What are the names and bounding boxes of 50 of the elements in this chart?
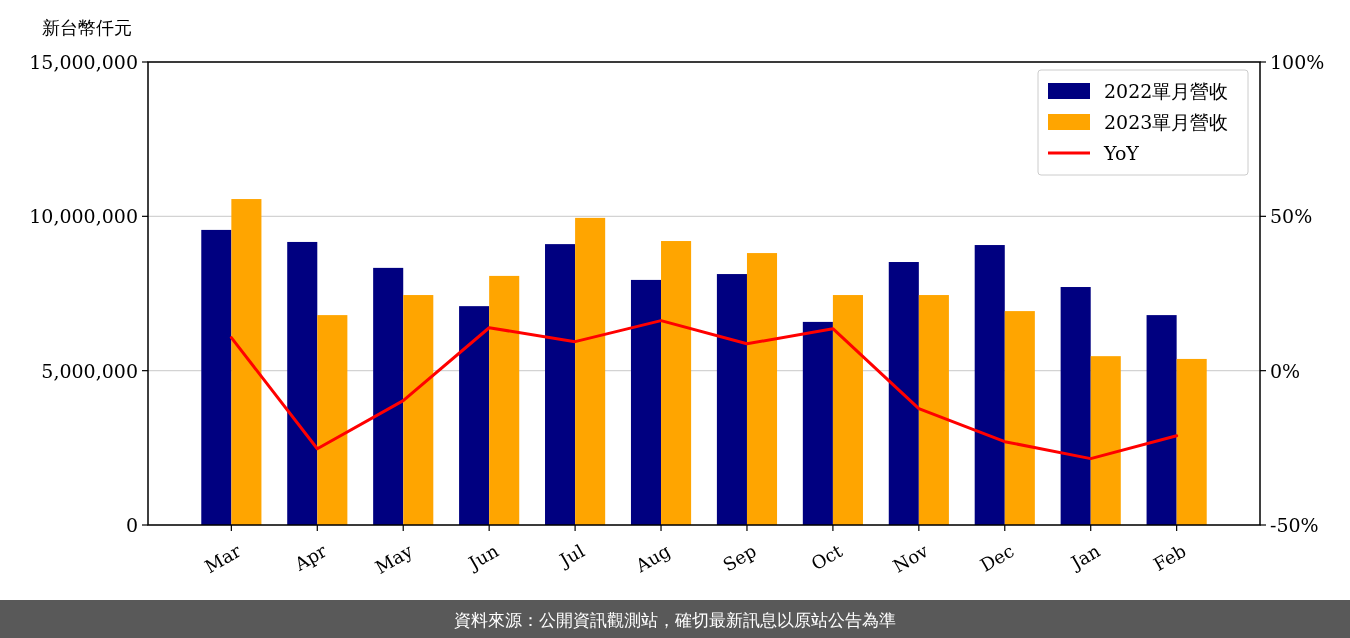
legend-label: 2023單月營收 (1104, 111, 1229, 133)
bar (489, 275, 520, 525)
bar (1176, 358, 1207, 525)
y2-tick-label: 100% (1270, 51, 1325, 73)
y-tick-label: 0 (125, 514, 138, 536)
bar (661, 241, 692, 525)
x-tick-label: Nov (889, 539, 933, 577)
y2-tick-label: 0% (1270, 359, 1301, 382)
x-tick-label: Oct (807, 539, 847, 575)
x-tick-label: Apr (290, 539, 331, 576)
bar (231, 199, 262, 525)
bar (459, 306, 490, 525)
x-tick-label: Mar (200, 539, 245, 578)
bar (918, 295, 949, 525)
x-tick-label: Sep (719, 540, 760, 576)
x-tick-label: May (371, 539, 417, 578)
y-tick-label: 10,000,000 (29, 205, 138, 228)
bar (201, 229, 232, 525)
bar (630, 279, 662, 525)
y2-tick-label: -50% (1270, 514, 1319, 536)
y2-tick-label: 50% (1270, 205, 1313, 228)
y-tick-label: 15,000,000 (29, 51, 138, 73)
legend-label: 2022單月營收 (1104, 80, 1229, 102)
legend-label: YoY (1103, 142, 1140, 164)
source-note: 資料來源：公開資訊觀測站，確切最新訊息以原站公告為準 (454, 610, 896, 630)
line-series (229, 319, 1179, 461)
bar (1090, 356, 1121, 525)
bar (716, 274, 747, 525)
x-tick-label: Dec (976, 540, 1018, 576)
bar (888, 262, 919, 525)
bar (1060, 287, 1091, 525)
bar (403, 295, 434, 525)
bar (575, 217, 606, 525)
bar (317, 315, 348, 525)
bar (746, 253, 778, 525)
bar (974, 245, 1005, 525)
x-tick-label: Jan (1065, 539, 1104, 575)
x-tick-label: Jun (463, 539, 503, 575)
y-tick-label: 5,000,000 (41, 359, 138, 382)
bar (545, 244, 576, 525)
x-tick-label: Feb (1149, 540, 1190, 576)
bar (1004, 311, 1035, 525)
bar (373, 267, 404, 525)
x-tick-label: Jul (554, 539, 589, 572)
bar (1146, 315, 1177, 525)
bar (802, 321, 833, 525)
bar (287, 241, 318, 525)
y-axis-title: 新台幣仟元 (42, 17, 132, 38)
x-tick-label: Aug (631, 540, 674, 577)
bar (832, 295, 863, 525)
